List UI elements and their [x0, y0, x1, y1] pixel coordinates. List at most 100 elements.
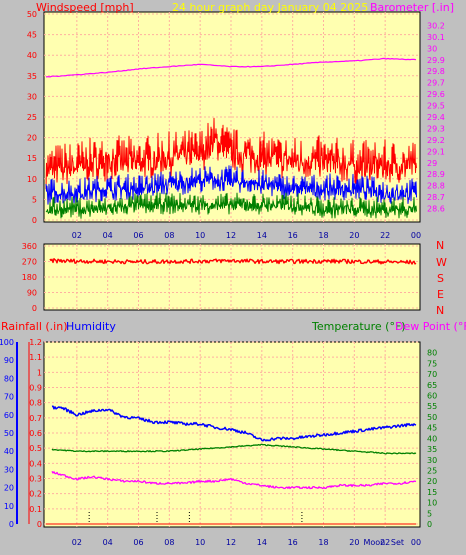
temperature-tick-label: 80	[427, 349, 437, 358]
rainfall-axis-title: Rainfall (.in)	[1, 320, 68, 333]
weather-x-tick-label: 00	[411, 538, 421, 547]
humidity-tick-label: 90	[4, 356, 14, 365]
barometer-tick-label: 29.7	[427, 79, 445, 88]
weather-x-tick-label: Moon	[363, 538, 385, 547]
wind-x-tick-label: 00	[411, 231, 421, 240]
direction-tick-label: 0	[32, 304, 37, 313]
barometer-tick-label: 29.2	[427, 136, 445, 145]
temperature-tick-label: 30	[427, 456, 437, 465]
temperature-tick-label: 20	[427, 477, 437, 486]
wind-x-tick-label: 04	[103, 231, 113, 240]
windspeed-tick-label: 5	[32, 195, 37, 204]
temperature-tick-label: 55	[427, 402, 437, 411]
rainfall-tick-label: 0.3	[29, 475, 42, 484]
windspeed-tick-label: 40	[27, 51, 37, 60]
wind-average-trace	[45, 165, 417, 205]
wind-x-tick-label: 16	[288, 231, 298, 240]
humidity-axis-title: Humidity	[66, 320, 116, 333]
windspeed-tick-label: 45	[27, 31, 37, 40]
rainfall-tick-label: 1.1	[29, 353, 42, 362]
barometer-tick-label: 30.2	[427, 21, 445, 30]
barometer-tick-label: 29	[427, 159, 437, 168]
rainfall-tick-label: 1.2	[29, 338, 42, 347]
weather-x-tick-label: 16	[288, 538, 298, 547]
weather-x-tick-label: 22	[380, 538, 390, 547]
barometer-tick-label: 28.9	[427, 170, 445, 179]
direction-tick-label: 180	[22, 273, 37, 282]
compass-e: E	[437, 288, 444, 301]
dew-point-axis-title: Dew Point (°F)	[395, 320, 466, 333]
rainfall-tick-label: 0.9	[29, 384, 42, 393]
weather-x-tick-label: 14	[257, 538, 267, 547]
temperature-tick-label: 5	[427, 509, 432, 518]
wind-x-tick-label: 02	[72, 231, 82, 240]
temperature-tick-label: 75	[427, 359, 437, 368]
wind-x-tick-label: 10	[195, 231, 205, 240]
weather-x-tick-label: 08	[164, 538, 174, 547]
rainfall-tick-label: 0.4	[29, 459, 42, 468]
humidity-tick-label: 50	[4, 429, 14, 438]
humidity-tick-label: 60	[4, 411, 14, 420]
rainfall-tick-label: 0.6	[29, 429, 42, 438]
barometer-tick-label: 30	[427, 44, 437, 53]
wind-x-tick-label: 20	[349, 231, 359, 240]
direction-tick-label: 90	[27, 289, 37, 298]
barometer-tick-label: 29.5	[427, 102, 445, 111]
barometer-tick-label: 30.1	[427, 33, 445, 42]
weather-x-tick-label: Set	[391, 538, 404, 547]
temperature-tick-label: 45	[427, 424, 437, 433]
wind-low-trace	[45, 192, 417, 219]
barometer-trace	[45, 57, 417, 78]
humidity-tick-label: 40	[4, 447, 14, 456]
temperature-tick-label: 40	[427, 434, 437, 443]
temperature-axis-title: Temperature (°F)	[312, 320, 406, 333]
rainfall-tick-label: 0.5	[29, 444, 42, 453]
wind-x-tick-label: 12	[226, 231, 236, 240]
wind-x-tick-label: 22	[380, 231, 390, 240]
barometer-tick-label: 29.4	[427, 113, 445, 122]
temperature-tick-label: 65	[427, 381, 437, 390]
direction-tick-label: 360	[22, 242, 37, 251]
barometer-axis-title: Barometer [.in]	[370, 1, 454, 14]
barometer-tick-label: 29.6	[427, 90, 445, 99]
rainfall-tick-label: 0.1	[29, 505, 42, 514]
compass-n-bottom: N	[436, 304, 445, 317]
weather-x-tick-label: 18	[318, 538, 328, 547]
weather-panel-background	[43, 341, 421, 528]
windspeed-tick-label: 35	[27, 72, 37, 81]
humidity-tick-label: 20	[4, 484, 14, 493]
weather-x-tick-label: 12	[226, 538, 236, 547]
barometer-tick-label: 29.8	[427, 67, 445, 76]
humidity-tick-label: 70	[4, 393, 14, 402]
humidity-tick-label: 30	[4, 465, 14, 474]
temperature-tick-label: 10	[427, 499, 437, 508]
wind-x-tick-label: 18	[318, 231, 328, 240]
windspeed-tick-label: 10	[27, 175, 37, 184]
windspeed-tick-label: 0	[32, 216, 37, 225]
temperature-tick-label: 25	[427, 466, 437, 475]
humidity-tick-label: 80	[4, 374, 14, 383]
windspeed-axis-title: Windspeed [mph]	[36, 1, 134, 14]
humidity-tick-label: 0	[9, 520, 14, 529]
weather-x-tick-label: 02	[72, 538, 82, 547]
barometer-tick-label: 29.1	[427, 147, 445, 156]
wind-x-tick-label: 14	[257, 231, 267, 240]
barometer-tick-label: 28.8	[427, 182, 445, 191]
wind-x-tick-label: 08	[164, 231, 174, 240]
wind-direction-trace	[49, 258, 417, 265]
weather-x-tick-label: 06	[133, 538, 143, 547]
barometer-tick-label: 29.9	[427, 56, 445, 65]
temperature-tick-label: 50	[427, 413, 437, 422]
wind-x-tick-label: 06	[133, 231, 143, 240]
dew-point-trace	[51, 470, 417, 490]
compass-s: S	[437, 272, 444, 285]
windspeed-tick-label: 30	[27, 92, 37, 101]
compass-w: W	[436, 256, 447, 269]
humidity-tick-label: 10	[4, 502, 14, 511]
rainfall-tick-label: 0	[37, 520, 42, 529]
temperature-tick-label: 60	[427, 392, 437, 401]
temperature-trace	[51, 443, 417, 455]
rainfall-tick-label: 0.8	[29, 399, 42, 408]
